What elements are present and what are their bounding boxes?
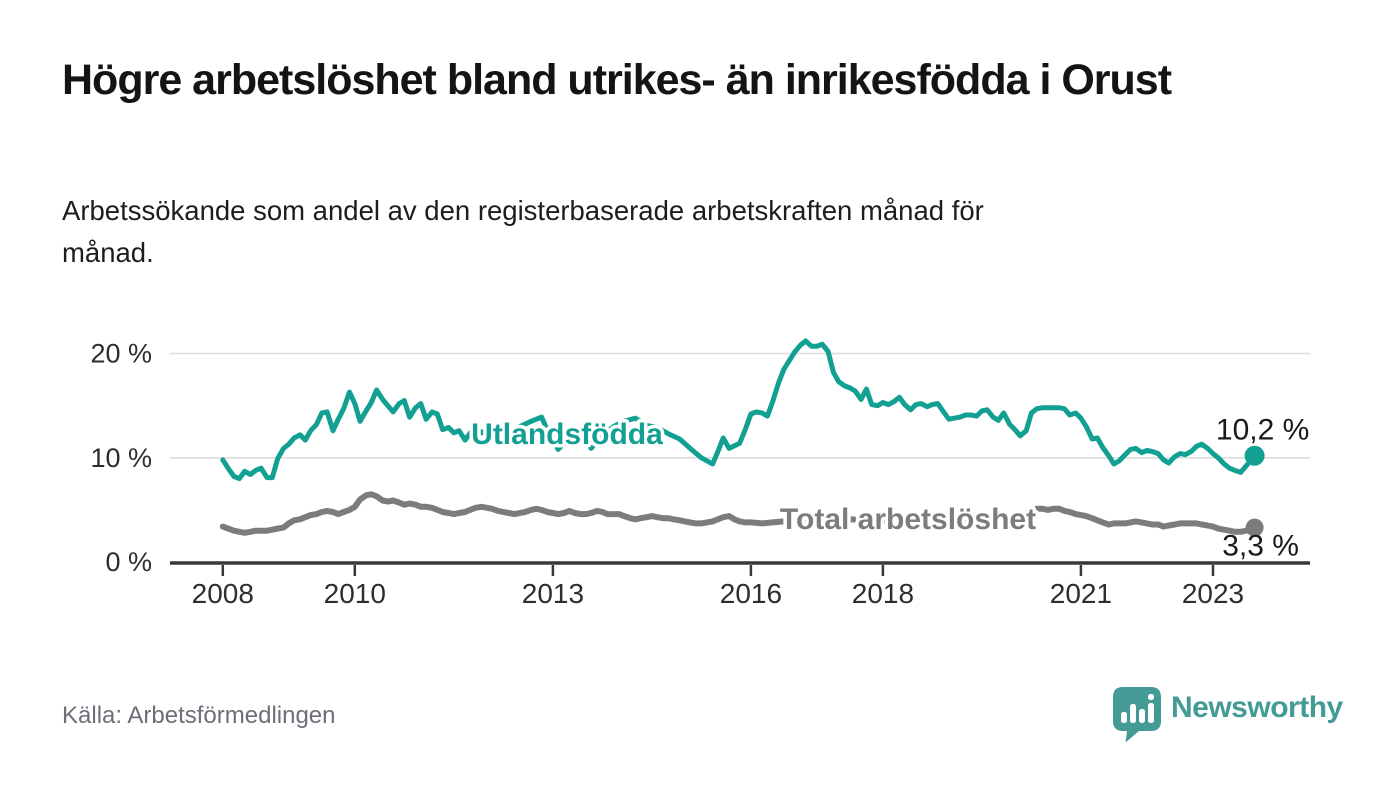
page-subtitle: Arbetssökande som andel av den registerb… bbox=[62, 195, 984, 268]
y-tick-label: 20 % bbox=[90, 339, 152, 369]
x-tick-label: 2021 bbox=[1050, 578, 1112, 609]
source-note: Källa: Arbetsförmedlingen bbox=[62, 702, 336, 729]
x-tick-label: 2013 bbox=[522, 578, 584, 609]
series-end-dot-1 bbox=[1244, 445, 1265, 466]
series-end-dot-0 bbox=[1245, 518, 1264, 537]
y-tick-label: 10 % bbox=[90, 443, 152, 473]
series-label-0: Total arbetslöshet bbox=[780, 503, 1036, 536]
x-tick-label: 2016 bbox=[720, 578, 782, 609]
x-tick-label: 2010 bbox=[324, 578, 386, 609]
newsworthy-logo: Newsworthy bbox=[1112, 686, 1352, 746]
x-tick-label: 2008 bbox=[192, 578, 254, 609]
y-tick-label: 0 % bbox=[105, 547, 152, 577]
end-value-label-1: 10,2 % bbox=[1216, 414, 1309, 447]
page-title: Högre arbetslöshet bland utrikes- än inr… bbox=[62, 56, 1172, 104]
x-tick-label: 2018 bbox=[852, 578, 914, 609]
series-line-1 bbox=[220, 338, 1258, 482]
end-value-label-0: 3,3 % bbox=[1222, 530, 1299, 563]
x-tick-label: 2023 bbox=[1182, 578, 1244, 609]
line-chart: 0 % 10 % 20 % 2008 2010 2013 2016 2018 2021 2023 T… bbox=[90, 338, 1310, 609]
newsworthy-wordmark: Newsworthy bbox=[1171, 691, 1343, 724]
series-line-0 bbox=[219, 491, 1258, 536]
series-label-1: Utlandsfödda bbox=[471, 418, 663, 451]
bar-chart-speech-bubble-icon bbox=[1113, 687, 1161, 743]
